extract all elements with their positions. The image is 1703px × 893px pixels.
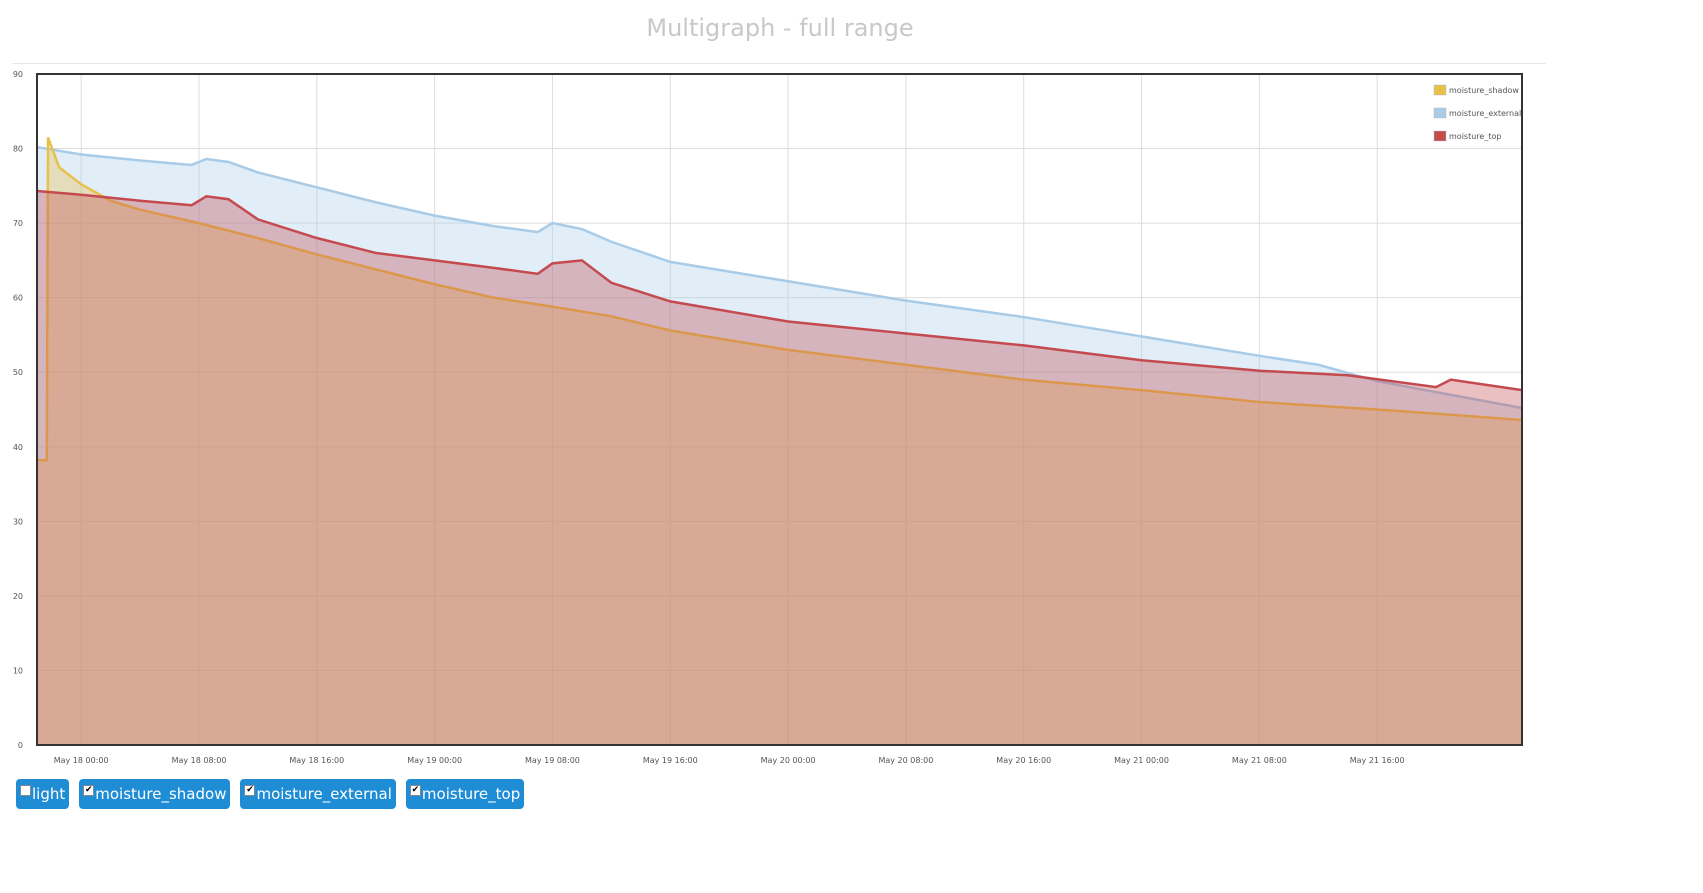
y-tick-label: 60 [13,294,23,303]
area-moisture_top [37,191,1522,745]
page-title: Multigraph - full range [646,14,914,42]
y-tick-label: 0 [18,741,23,750]
axis-ticks: 0 10 20 30 40 50 60 70 80 90 May 18 00:00 May 18 08… [13,70,1405,765]
toggle-label-light: light [32,785,66,803]
x-tick-label: May 20 00:00 [761,756,816,765]
toggle-label-moisture-shadow: moisture_shadow [95,785,227,803]
toggle-label-moisture-top: moisture_top [421,785,521,803]
plot-area [36,136,1523,746]
y-tick-label: 80 [13,145,23,154]
legend-label: moisture_top [1449,132,1501,141]
line-moisture_shadow [37,136,1523,462]
toggle-label-moisture-external: moisture_external [256,785,392,803]
x-tick-label: May 18 00:00 [54,756,109,765]
toggle-light[interactable]: light [16,779,70,809]
line-moisture_external [36,145,1523,410]
legend-swatch [1433,84,1447,96]
legend: moisture_shadow moisture_external moisture… [1433,84,1521,142]
chart: 0 10 20 30 40 50 60 70 80 90 May 18 00:00 May 18 08… [13,70,1523,765]
y-tick-label: 50 [13,368,23,377]
legend-swatch [1433,107,1447,119]
plot-border [36,73,1523,746]
x-tick-label: May 19 00:00 [407,756,462,765]
x-tick-label: May 19 16:00 [643,756,698,765]
checkbox-light[interactable] [20,784,31,796]
x-tick-label: May 18 16:00 [289,756,344,765]
area-moisture_shadow [37,137,1522,746]
x-tick-label: May 21 08:00 [1232,756,1287,765]
x-tick-label: May 18 08:00 [172,756,227,765]
x-tick-label: May 20 08:00 [878,756,933,765]
x-tick-label: May 21 16:00 [1350,756,1405,765]
area-moisture_external [37,147,1522,745]
toggle-moisture-shadow[interactable]: ✔ moisture_shadow [79,779,231,809]
x-tick-label: May 19 08:00 [525,756,580,765]
legend-swatch [1433,130,1447,142]
toggle-moisture-external[interactable]: ✔ moisture_external [240,779,396,809]
legend-label: moisture_external [1449,109,1521,118]
checkbox-moisture-top[interactable]: ✔ [409,784,421,796]
toggle-moisture-top[interactable]: ✔ moisture_top [405,779,525,809]
y-tick-label: 90 [13,70,23,79]
series-toggles: light ✔ moisture_shadow ✔ moisture_exter… [16,779,525,809]
x-tick-label: May 21 00:00 [1114,756,1169,765]
y-tick-label: 20 [13,592,23,601]
y-tick-label: 70 [13,219,23,228]
legend-label: moisture_shadow [1449,86,1519,95]
checkbox-moisture-external[interactable]: ✔ [244,784,256,796]
y-tick-label: 30 [13,517,23,526]
title-divider [12,63,1546,64]
y-tick-label: 10 [13,666,23,675]
x-tick-label: May 20 16:00 [996,756,1051,765]
y-tick-label: 40 [13,443,23,452]
checkbox-moisture-shadow[interactable]: ✔ [83,784,95,796]
line-moisture_top [36,189,1523,392]
